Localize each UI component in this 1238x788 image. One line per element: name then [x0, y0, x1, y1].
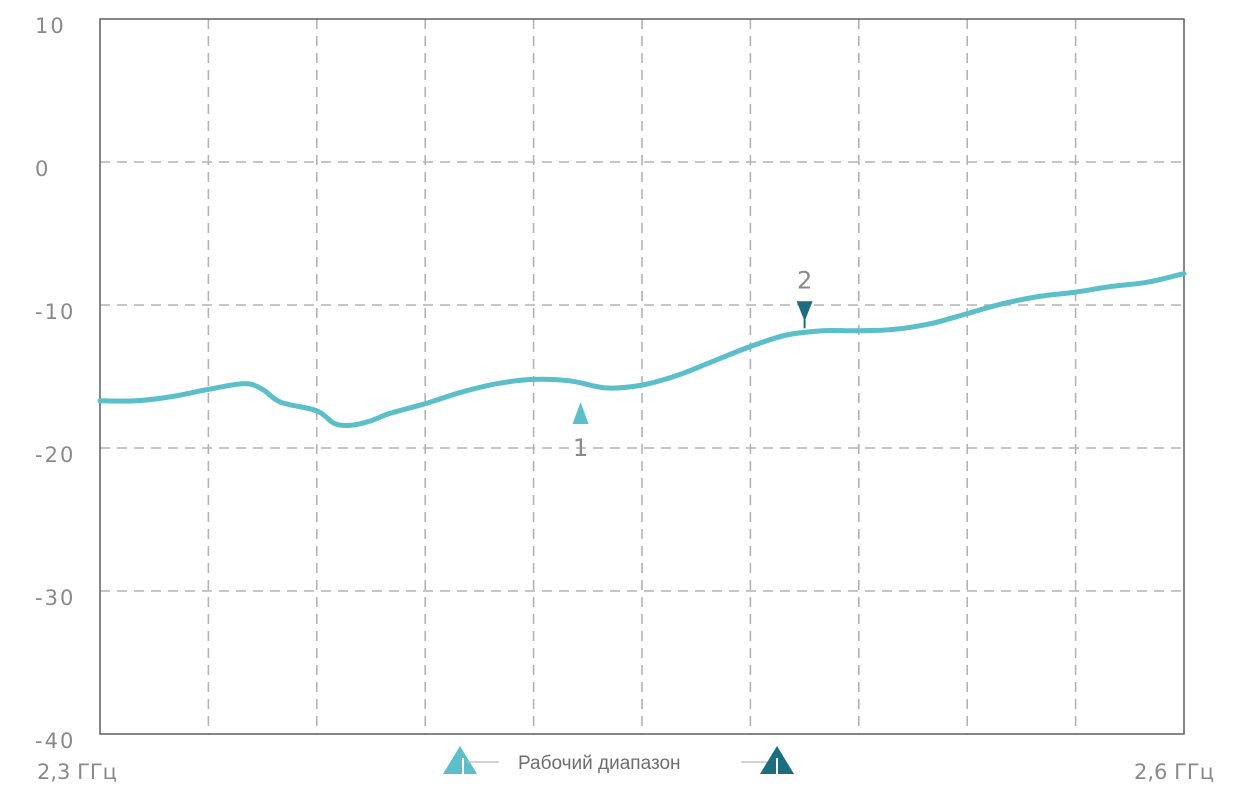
y-tick-label: 10 [35, 14, 66, 38]
series-line [97, 271, 1187, 429]
marker-triangle-up-icon [572, 401, 589, 424]
legend-start-triangle-icon [443, 746, 477, 774]
marker-label: 2 [797, 266, 812, 294]
marker-2: 2 [796, 266, 813, 329]
y-tick-label: -10 [35, 300, 75, 324]
plot-frame [99, 18, 1185, 735]
y-tick-label: -30 [35, 586, 75, 610]
legend: Рабочий диапазон [443, 746, 794, 774]
marker-label: 1 [573, 434, 588, 462]
y-axis-ticks: 10 0 -10 -20 -30 -40 [35, 14, 75, 753]
y-tick-label: -20 [35, 443, 75, 467]
markers: 12 [572, 266, 813, 462]
x-end-label: 2,6 ГГц [1134, 760, 1214, 784]
x-start-label: 2,3 ГГц [37, 760, 117, 784]
y-tick-label: 0 [35, 157, 50, 181]
marker-1: 1 [572, 401, 589, 462]
marker-triangle-down-icon [796, 301, 813, 322]
y-tick-label: -40 [35, 729, 75, 753]
grid [100, 19, 1184, 734]
legend-text: Рабочий диапазон [518, 753, 681, 774]
